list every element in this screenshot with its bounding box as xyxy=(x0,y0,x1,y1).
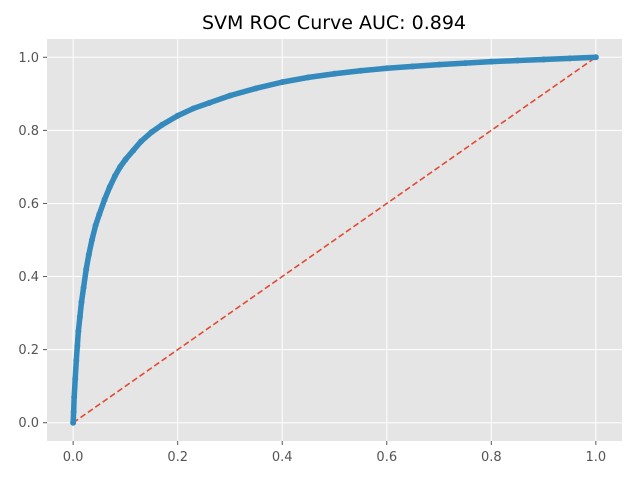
y-tick-label: 0.6 xyxy=(18,197,39,212)
x-tick-label: 0.8 xyxy=(481,450,502,465)
y-tick-label: 0.0 xyxy=(18,416,39,431)
chart-title: SVM ROC Curve AUC: 0.894 xyxy=(202,12,466,34)
y-tick-label: 0.4 xyxy=(18,270,39,285)
series-layer xyxy=(70,54,599,426)
roc-point xyxy=(71,394,78,401)
roc-point xyxy=(122,156,129,163)
roc-point xyxy=(383,65,390,72)
x-tick-label: 0.0 xyxy=(63,450,84,465)
y-tick-label: 1.0 xyxy=(18,51,39,66)
roc-point xyxy=(74,342,81,349)
roc-point xyxy=(72,375,79,382)
roc-point xyxy=(75,328,82,335)
grid-lines xyxy=(47,39,622,441)
roc-point xyxy=(106,184,113,191)
roc-point xyxy=(462,60,469,67)
roc-point xyxy=(101,196,108,203)
roc-point xyxy=(436,61,443,68)
roc-point xyxy=(117,163,124,170)
roc-point xyxy=(357,67,364,74)
roc-point xyxy=(80,284,87,291)
y-tick-label: 0.2 xyxy=(18,343,39,358)
roc-point xyxy=(331,70,338,77)
roc-point xyxy=(514,57,521,64)
roc-point xyxy=(206,99,213,106)
roc-point xyxy=(70,419,77,426)
roc-point xyxy=(83,266,90,273)
roc-point xyxy=(111,173,118,180)
roc-point xyxy=(190,105,197,112)
chance-line xyxy=(72,56,597,424)
roc-point xyxy=(488,58,495,65)
roc-point xyxy=(592,54,599,61)
roc-point xyxy=(409,63,416,70)
roc-point xyxy=(96,211,103,218)
roc-point xyxy=(92,222,99,229)
axis-ticks: 0.0 0.2 0.4 0.6 0.8 1.0 0.0 0.2 0.4 0.6 0.8 1.0 xyxy=(18,51,606,465)
roc-point xyxy=(305,74,312,81)
roc-point xyxy=(174,112,181,119)
roc-point xyxy=(253,85,260,92)
roc-point xyxy=(279,79,286,86)
roc-point xyxy=(70,408,77,415)
roc-point xyxy=(566,55,573,62)
roc-point xyxy=(76,313,83,320)
x-tick-label: 1.0 xyxy=(586,450,607,465)
x-tick-label: 0.2 xyxy=(167,450,188,465)
roc-point xyxy=(130,147,137,154)
roc-point xyxy=(85,251,92,258)
roc-point xyxy=(226,92,233,99)
x-tick-label: 0.6 xyxy=(376,450,397,465)
roc-point xyxy=(78,299,85,306)
y-tick-label: 0.8 xyxy=(18,124,39,139)
roc-point xyxy=(540,56,547,63)
roc-point xyxy=(148,129,155,136)
x-tick-label: 0.4 xyxy=(272,450,293,465)
roc-point xyxy=(88,237,95,243)
roc-point xyxy=(73,357,80,364)
roc-point xyxy=(159,121,165,128)
roc-point xyxy=(138,138,145,145)
